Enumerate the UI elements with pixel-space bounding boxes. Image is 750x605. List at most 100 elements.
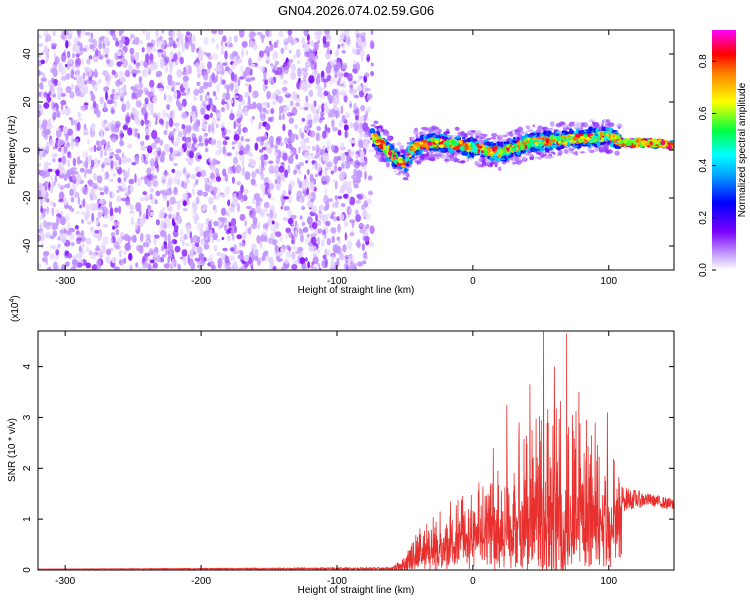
- noise-blob: [213, 138, 217, 145]
- noise-blob: [251, 116, 256, 120]
- noise-blob: [241, 158, 245, 167]
- noise-blob: [149, 87, 155, 94]
- noise-blob: [190, 173, 197, 180]
- signal-blob: [500, 141, 504, 148]
- noise-blob: [333, 216, 337, 222]
- noise-blob: [45, 145, 50, 155]
- noise-blob: [155, 219, 160, 226]
- signal-blob: [436, 156, 440, 160]
- noise-blob: [165, 120, 169, 130]
- noise-blob: [363, 235, 370, 242]
- noise-blob: [192, 35, 196, 43]
- signal-blob: [399, 145, 405, 151]
- noise-blob: [137, 88, 144, 95]
- noise-blob: [196, 81, 201, 87]
- noise-blob: [352, 108, 359, 114]
- noise-blob: [311, 145, 316, 152]
- noise-blob: [220, 40, 224, 47]
- noise-blob: [173, 187, 178, 193]
- signal-blob: [443, 158, 450, 162]
- noise-blob: [162, 109, 167, 119]
- noise-blob: [338, 35, 343, 43]
- noise-blob: [176, 215, 182, 224]
- noise-blob: [289, 151, 294, 155]
- noise-blob: [192, 207, 197, 217]
- noise-blob: [161, 150, 165, 157]
- noise-blob: [166, 85, 170, 90]
- noise-blob: [149, 187, 155, 193]
- noise-blob: [348, 254, 355, 262]
- noise-blob: [41, 85, 44, 90]
- noise-blob: [99, 191, 105, 196]
- noise-blob: [312, 107, 317, 115]
- noise-blob: [63, 228, 67, 234]
- noise-blob: [172, 150, 178, 154]
- noise-blob: [303, 43, 310, 52]
- noise-blob: [129, 185, 134, 192]
- noise-blob: [239, 266, 242, 270]
- noise-blob: [303, 75, 307, 82]
- noise-blob: [330, 170, 335, 175]
- noise-blob: [49, 253, 55, 260]
- noise-blob: [364, 170, 367, 180]
- noise-blob: [203, 36, 209, 46]
- noise-blob: [280, 247, 284, 255]
- noise-blob: [163, 129, 168, 136]
- noise-blob: [190, 43, 196, 53]
- noise-blob: [217, 257, 223, 267]
- noise-blob: [75, 138, 79, 147]
- noise-blob: [56, 87, 61, 92]
- noise-blob: [69, 117, 72, 121]
- noise-blob: [59, 216, 67, 226]
- signal-blob: [587, 141, 592, 146]
- noise-blob: [337, 129, 342, 136]
- noise-blob: [190, 237, 194, 244]
- noise-blob: [198, 252, 205, 260]
- signal-blob: [560, 122, 566, 125]
- signal-blob: [526, 125, 531, 129]
- noise-blob: [122, 124, 128, 131]
- noise-blob: [134, 221, 139, 230]
- signal-blob: [393, 170, 397, 173]
- noise-blob: [301, 205, 306, 211]
- noise-blob: [360, 104, 366, 112]
- noise-blob: [90, 79, 97, 86]
- noise-blob: [234, 267, 240, 270]
- noise-blob: [187, 141, 192, 149]
- noise-blob: [306, 233, 310, 238]
- noise-blob: [231, 176, 235, 184]
- figure-title: GN04.2026.074.02.59.G06: [278, 3, 434, 18]
- noise-blob: [140, 140, 145, 147]
- noise-blob: [320, 239, 325, 248]
- noise-blob: [320, 87, 325, 92]
- noise-blob: [315, 213, 318, 222]
- noise-blob: [39, 151, 43, 161]
- noise-blob: [173, 176, 180, 184]
- noise-blob: [115, 229, 120, 236]
- noise-blob: [244, 220, 248, 227]
- noise-blob: [358, 223, 365, 228]
- noise-blob: [161, 253, 167, 258]
- noise-blob: [283, 79, 288, 85]
- noise-blob: [168, 130, 175, 137]
- noise-blob: [148, 102, 153, 112]
- noise-blob: [288, 183, 292, 193]
- noise-blob: [245, 66, 251, 76]
- noise-blob: [340, 184, 346, 194]
- noise-blob: [52, 244, 59, 251]
- noise-blob: [224, 173, 229, 182]
- noise-blob: [357, 36, 362, 46]
- noise-blob: [58, 62, 63, 69]
- noise-blob: [76, 252, 83, 260]
- noise-blob: [66, 53, 71, 59]
- signal-blob: [486, 162, 490, 167]
- noise-blob: [305, 95, 309, 103]
- signal-blob: [446, 153, 450, 158]
- noise-blob: [69, 154, 72, 159]
- noise-blob: [221, 127, 228, 136]
- noise-blob: [164, 56, 170, 64]
- noise-blob: [196, 246, 203, 254]
- noise-blob: [110, 160, 114, 169]
- noise-blob: [351, 174, 357, 180]
- noise-blob: [370, 70, 374, 77]
